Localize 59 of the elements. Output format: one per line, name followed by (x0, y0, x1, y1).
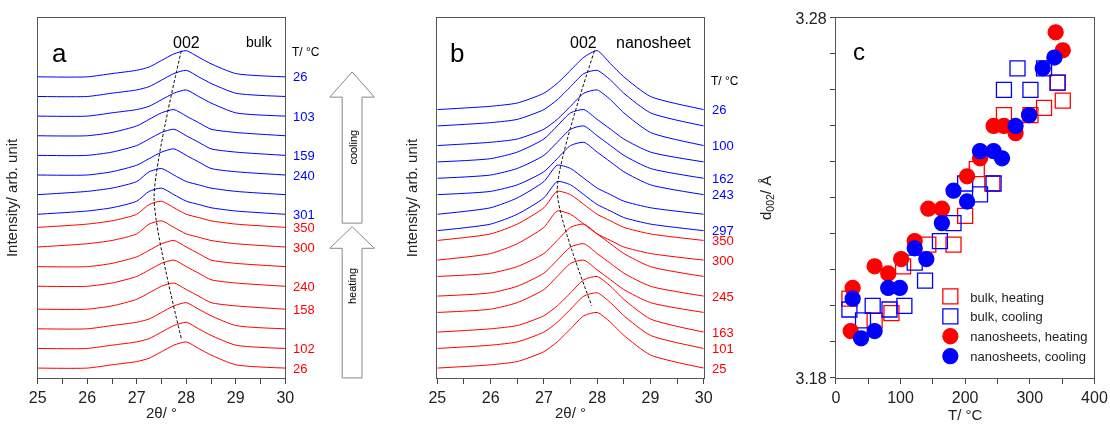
x-tick-label: 300 (1016, 389, 1044, 407)
series-label: 300 (293, 240, 315, 255)
text: heating (346, 267, 359, 305)
series-label: 103 (293, 109, 315, 124)
annotation: a (52, 38, 67, 68)
series-label: 100 (712, 138, 734, 153)
legend-label: bulk, cooling (970, 309, 1043, 325)
series-label: 25 (712, 361, 727, 376)
annotation: nanosheet (616, 34, 692, 51)
x-tick-label: 26 (481, 389, 500, 407)
x-tick-label: 25 (28, 389, 47, 407)
annotation: 002 (570, 34, 597, 51)
x-tick-label: 28 (588, 389, 607, 407)
x-tick-label: 0 (831, 389, 841, 407)
series-label: 240 (293, 279, 315, 294)
annotation: 002 (173, 34, 200, 51)
legend-label: nanosheets, cooling (970, 349, 1087, 365)
x-axis-title: 2θ/ ° (555, 404, 587, 422)
x-tick-label: 30 (694, 389, 713, 407)
series-label: 26 (293, 69, 308, 84)
y-tick-label: 3.18 (795, 369, 827, 387)
x-tick-label: 29 (641, 389, 660, 407)
x-tick-label: 26 (78, 389, 97, 407)
annotation: b (450, 38, 465, 68)
y-axis-title: Intensity/ arb. unit (402, 137, 420, 258)
y-tick-label: 3.28 (795, 9, 827, 27)
series-label: 301 (293, 207, 315, 222)
x-tick-label: 30 (276, 389, 295, 407)
series-label: 26 (712, 102, 727, 117)
x-tick-label: 27 (535, 389, 553, 407)
series-label: 240 (293, 168, 315, 183)
text: bulk (246, 34, 273, 50)
series-label: 26 (293, 361, 308, 376)
x-axis-title: T/ °C (947, 406, 983, 424)
legend-label: nanosheets, heating (970, 329, 1088, 345)
text: cooling (346, 129, 359, 165)
annotation: c (853, 38, 865, 65)
x-tick-label: 28 (177, 389, 196, 407)
x-tick-label: 25 (428, 389, 447, 407)
series-label: 162 (712, 171, 734, 186)
y-axis-title: Intensity/ arb. unit (2, 137, 20, 258)
series-label: 101 (712, 341, 734, 356)
x-tick-label: 200 (951, 389, 979, 407)
series-label: 158 (293, 302, 315, 317)
series-label: 163 (712, 325, 734, 340)
series-label: 350 (293, 220, 315, 235)
x-tick-label: 27 (127, 389, 146, 407)
x-tick-label: 100 (887, 389, 914, 407)
x-tick-label: 400 (1081, 389, 1108, 407)
series-label: 245 (712, 289, 734, 304)
text: T/ °C (292, 45, 320, 59)
x-axis-title: 2θ/ ° (145, 404, 178, 422)
series-label: 300 (712, 253, 734, 268)
series-label: 159 (293, 148, 315, 163)
legend-label: bulk, heating (970, 289, 1045, 305)
series-label: 102 (293, 341, 315, 356)
x-tick-label: 29 (226, 389, 245, 407)
text: T/ °C (711, 74, 739, 88)
series-label: 243 (712, 187, 734, 202)
